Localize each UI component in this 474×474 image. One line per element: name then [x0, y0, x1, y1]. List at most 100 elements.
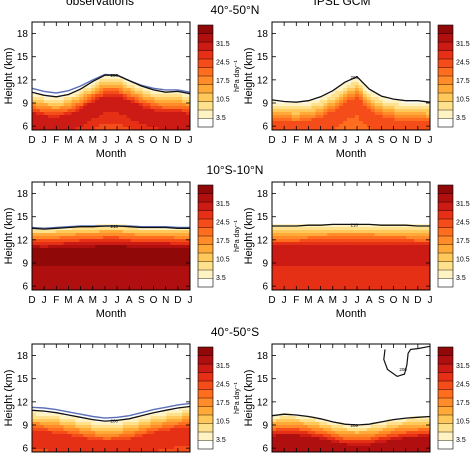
heat-cell [327, 281, 332, 285]
heat-cell [59, 416, 65, 420]
heat-cell [323, 275, 328, 279]
heat-cell [343, 242, 348, 246]
heat-cell [134, 428, 140, 432]
heat-cell [51, 127, 57, 130]
heat-cell [138, 266, 144, 270]
heat-cell [158, 281, 163, 285]
heat-cell [158, 257, 163, 261]
heat-cell [91, 230, 96, 234]
heat-cell [275, 118, 281, 122]
heat-cell [134, 227, 140, 231]
heat-cell [75, 416, 80, 420]
heat-cell [91, 118, 96, 122]
heat-cell [47, 266, 53, 270]
heat-cell [71, 425, 77, 429]
heat-cell [299, 245, 305, 249]
heat-cell [406, 233, 411, 237]
heat-cell [279, 446, 285, 450]
heat-cell [142, 278, 148, 282]
heat-cell [327, 260, 332, 264]
heat-cell [398, 242, 403, 246]
heat-cell [303, 233, 309, 237]
heat-cell [358, 257, 364, 261]
heat-cell [410, 422, 415, 426]
heat-cell [418, 251, 423, 255]
heat-cell [71, 449, 77, 452]
heat-cell [291, 263, 297, 267]
heat-cell [111, 239, 116, 243]
heat-cell [103, 248, 108, 252]
heat-cell [307, 103, 313, 107]
heat-cell [154, 437, 159, 441]
heat-cell [390, 263, 396, 267]
heat-cell [366, 100, 372, 104]
heat-cell [158, 413, 163, 417]
heat-cell [182, 281, 187, 285]
heat-cell [166, 115, 171, 119]
heat-cell [335, 221, 340, 225]
heat-cell [111, 275, 116, 279]
heat-cell [331, 254, 336, 258]
heat-cell [315, 118, 320, 122]
heat-cell [166, 434, 171, 438]
heat-cell [339, 82, 344, 86]
heat-cell [122, 431, 128, 435]
heat-cell [118, 437, 124, 441]
heat-cell [59, 434, 65, 438]
heat-cell [178, 275, 183, 279]
heat-cell [339, 236, 344, 240]
heat-cell [398, 275, 403, 279]
colorbar-label: hPa day⁻¹ [234, 59, 241, 91]
heat-cell [291, 443, 297, 447]
heat-cell [91, 281, 96, 285]
heat-cell [71, 269, 77, 273]
heat-cell [174, 266, 179, 270]
heat-cell [339, 272, 344, 276]
heat-cell [398, 434, 403, 438]
heat-cell [71, 431, 77, 435]
heat-cell [71, 422, 77, 426]
heat-cell [67, 431, 73, 435]
heat-cell [138, 227, 144, 231]
heat-cell [303, 115, 309, 119]
heat-cell [166, 287, 171, 290]
heat-cell [75, 422, 80, 426]
heat-cell [118, 233, 124, 237]
heat-cell [366, 103, 372, 107]
heat-cell [150, 254, 156, 258]
heat-cell [390, 437, 396, 441]
heat-cell [370, 287, 376, 290]
heat-cell [394, 230, 399, 234]
heat-cell [362, 263, 368, 267]
heat-cell [134, 272, 140, 276]
heat-cell [414, 109, 419, 113]
heat-cell [91, 100, 96, 104]
heat-cell [174, 431, 179, 435]
heat-cell [394, 431, 399, 435]
heat-cell [287, 115, 293, 119]
heat-cell [366, 284, 372, 288]
heat-cell [323, 266, 328, 270]
heat-cell [154, 115, 159, 119]
heat-cell [51, 443, 57, 447]
heat-cell [370, 428, 376, 432]
heat-cell [59, 251, 65, 255]
x-tick-label: J [42, 135, 47, 146]
heat-cell [186, 106, 190, 110]
heat-cell [366, 109, 372, 113]
heat-cell [299, 431, 305, 435]
heat-cell [71, 112, 77, 116]
heat-cell [307, 106, 313, 110]
heat-cell [370, 227, 376, 231]
heat-cell [162, 431, 167, 435]
heat-cell [63, 103, 69, 107]
heat-cell [303, 416, 309, 420]
heat-cell [158, 239, 163, 243]
heat-cell [134, 275, 140, 279]
heat-cell [99, 121, 104, 125]
heat-cell [174, 106, 179, 110]
heat-cell [71, 419, 77, 423]
heat-cell [83, 425, 88, 429]
heat-cell [83, 449, 88, 452]
heat-cell [275, 233, 281, 237]
